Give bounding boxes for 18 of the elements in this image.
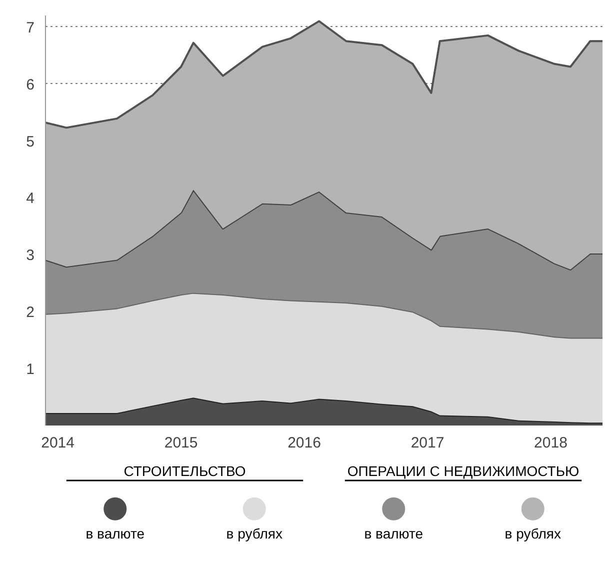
y-tick-label: 2 <box>26 304 34 322</box>
text: ОПЕРАЦИИ С НЕДВИЖИМОСТЬЮ <box>347 462 580 479</box>
x-tick-label: 2016 <box>288 434 321 452</box>
legend-label: в рублях <box>504 526 562 542</box>
x-tick-label: 2015 <box>164 434 198 452</box>
legend-label: в рублях <box>226 526 283 542</box>
legend-label: в валюте <box>364 526 424 542</box>
y-tick-label: 1 <box>26 361 34 378</box>
y-tick-label: 6 <box>26 76 34 94</box>
y-tick-label: 5 <box>26 133 34 150</box>
text: СТРОИТЕЛЬСТВО <box>124 462 246 479</box>
x-tick-label: 2018 <box>534 434 568 452</box>
y-tick-label: 3 <box>26 247 34 264</box>
legend-label: в валюте <box>86 526 145 542</box>
y-tick-label: 7 <box>26 19 34 36</box>
x-tick-label: 2017 <box>410 434 444 452</box>
y-tick-label: 4 <box>26 190 34 208</box>
x-tick-label: 2014 <box>41 434 75 452</box>
